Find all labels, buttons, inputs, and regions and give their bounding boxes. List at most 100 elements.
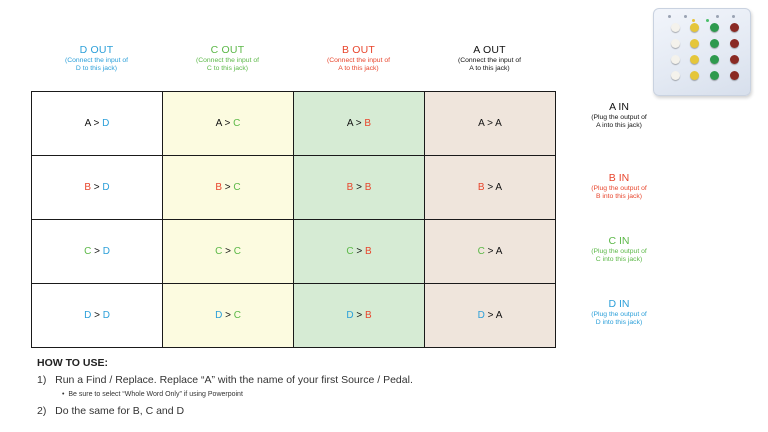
cell-source: A: [84, 118, 91, 129]
cell-source: B: [346, 182, 354, 193]
cell-source: B: [477, 182, 485, 193]
column-subtitle: (Connect the input of A to this jack): [326, 57, 391, 72]
row-title: C IN: [608, 235, 630, 247]
cell-separator: >: [484, 182, 496, 193]
row-header-c-in: C IN (Plug the output of C into this jack…: [578, 235, 660, 264]
cell-separator: >: [484, 310, 496, 321]
cell-source: C: [215, 246, 223, 257]
cell-destination: C: [233, 310, 241, 321]
cell-source: A: [215, 118, 222, 129]
cell-separator: >: [353, 118, 365, 129]
routing-cell: D > A: [424, 283, 556, 348]
cell-destination: B: [364, 310, 372, 321]
routing-cell: B > D: [31, 155, 163, 220]
routing-cell: B > A: [424, 155, 556, 220]
bullet-text: Be sure to select “Whole Word Only” if u…: [68, 391, 243, 398]
cell-destination: B: [364, 118, 372, 129]
cell-source: D: [215, 310, 223, 321]
cell-destination: B: [364, 246, 372, 257]
howto-step-2: 2) Do the same for B, C and D: [37, 405, 184, 417]
row-header-d-in: D IN (Plug the output of D into this jack…: [578, 298, 660, 327]
cell-separator: >: [91, 246, 103, 257]
cell-separator: >: [484, 118, 496, 129]
column-title: D OUT: [79, 44, 114, 56]
cell-separator: >: [91, 182, 103, 193]
cell-source: C: [477, 246, 485, 257]
cell-source: B: [215, 182, 223, 193]
cell-destination: D: [102, 118, 110, 129]
column-subtitle: (Connect the input of A to this jack): [457, 57, 522, 72]
routing-cell: A > A: [424, 91, 556, 156]
row-header-a-in: A IN (Plug the output of A into this jack…: [578, 101, 660, 130]
cell-separator: >: [91, 310, 103, 321]
row-title: D IN: [608, 298, 630, 310]
cell-source: A: [478, 118, 485, 129]
cell-destination: C: [233, 182, 241, 193]
cell-source: D: [84, 310, 92, 321]
cell-separator: >: [221, 118, 234, 129]
column-header-c-out: C OUT (Connect the input of C to this jac…: [162, 44, 293, 73]
row-subtitle: (Plug the output of B into this jack): [591, 185, 647, 200]
routing-cell: D > C: [162, 283, 294, 348]
routing-cell: C > B: [293, 219, 425, 284]
cell-separator: >: [353, 182, 365, 193]
cell-source: D: [346, 310, 354, 321]
row-header-b-in: B IN (Plug the output of B into this jack…: [578, 172, 660, 201]
column-header-b-out: B OUT (Connect the input of A to this jac…: [293, 44, 424, 73]
cell-destination: A: [495, 118, 502, 129]
cell-separator: >: [353, 246, 365, 257]
cell-source: D: [477, 310, 485, 321]
howto-title: HOW TO USE:: [37, 357, 108, 369]
cell-destination: D: [102, 310, 110, 321]
column-header-a-out: A OUT (Connect the input of A to this jac…: [424, 44, 555, 73]
step-text: Do the same for B, C and D: [55, 405, 185, 417]
cell-separator: >: [90, 118, 103, 129]
column-header-d-out: D OUT (Connect the input of D to this jac…: [31, 44, 162, 73]
routing-cell: C > C: [162, 219, 294, 284]
cell-separator: >: [222, 310, 234, 321]
cell-destination: B: [364, 182, 372, 193]
cell-destination: D: [102, 246, 110, 257]
routing-cell: C > D: [31, 219, 163, 284]
cell-destination: A: [495, 182, 503, 193]
cell-destination: A: [495, 246, 503, 257]
routing-cell: A > C: [162, 91, 294, 156]
bullet-mark: •: [62, 391, 65, 398]
row-subtitle: (Plug the output of C into this jack): [591, 248, 647, 263]
cell-separator: >: [353, 310, 365, 321]
cell-source: B: [84, 182, 92, 193]
howto-bullet: • Be sure to select “Whole Word Only” if…: [62, 391, 243, 398]
cell-destination: A: [495, 310, 503, 321]
routing-cell: B > B: [293, 155, 425, 220]
cell-source: C: [84, 246, 92, 257]
row-title: B IN: [608, 172, 630, 184]
routing-cell: D > B: [293, 283, 425, 348]
cell-source: A: [346, 118, 354, 129]
routing-cell: A > D: [31, 91, 163, 156]
column-title: C OUT: [210, 44, 245, 56]
routing-cell: B > C: [162, 155, 294, 220]
step-number: 2): [37, 405, 47, 417]
step-number: 1): [37, 374, 47, 386]
row-title: A IN: [609, 101, 629, 113]
column-title: A OUT: [473, 44, 506, 56]
cell-destination: C: [233, 246, 241, 257]
routing-cell: A > B: [293, 91, 425, 156]
routing-cell: C > A: [424, 219, 556, 284]
row-subtitle: (Plug the output of D into this jack): [591, 311, 647, 326]
cell-destination: D: [102, 182, 110, 193]
column-subtitle: (Connect the input of C to this jack): [195, 57, 260, 72]
cell-separator: >: [222, 182, 234, 193]
patchbay-pedal-icon: [653, 8, 751, 96]
howto-step-1: 1) Run a Find / Replace. Replace “A” wit…: [37, 374, 413, 386]
routing-cell: D > D: [31, 283, 163, 348]
cell-separator: >: [222, 246, 234, 257]
column-subtitle: (Connect the input of D to this jack): [64, 57, 129, 72]
cell-separator: >: [484, 246, 496, 257]
step-text: Run a Find / Replace. Replace “A” with t…: [55, 374, 413, 386]
